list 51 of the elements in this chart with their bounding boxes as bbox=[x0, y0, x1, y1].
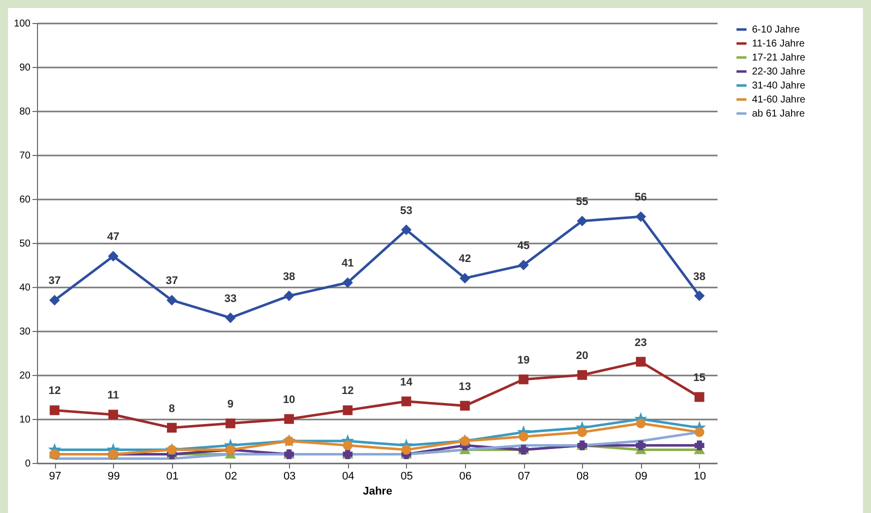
data-label: 20 bbox=[576, 350, 588, 362]
data-label: 41 bbox=[342, 258, 354, 270]
x-tick-label: 99 bbox=[108, 470, 120, 482]
y-tick-label: 30 bbox=[19, 326, 31, 338]
data-label: 14 bbox=[400, 376, 414, 388]
x-tick-label: 07 bbox=[518, 470, 530, 482]
data-label: 13 bbox=[458, 380, 472, 393]
data-label: 23 bbox=[634, 336, 647, 349]
data-label: 42 bbox=[458, 253, 472, 266]
data-label: 37 bbox=[166, 275, 178, 288]
x-axis-title: Jahre bbox=[362, 486, 392, 498]
data-label: 53 bbox=[400, 204, 412, 217]
x-tick-label: 05 bbox=[400, 470, 413, 482]
y-tick-label: 80 bbox=[19, 106, 31, 118]
data-label: 8 bbox=[168, 402, 175, 415]
y-tick-label: 90 bbox=[19, 62, 31, 74]
x-tick-label: 02 bbox=[224, 470, 238, 482]
data-label: 9 bbox=[227, 398, 234, 410]
legend-label: 31-40 Jahre bbox=[752, 80, 806, 92]
data-label: 10 bbox=[282, 394, 296, 406]
data-label: 38 bbox=[693, 270, 706, 283]
legend-label: ab 61 Jahre bbox=[752, 108, 806, 120]
data-label: 12 bbox=[342, 385, 354, 398]
y-tick-label: 70 bbox=[19, 150, 31, 162]
x-tick-label: 03 bbox=[283, 470, 296, 482]
legend-label: 41-60 Jahre bbox=[752, 94, 806, 106]
x-tick-label: 97 bbox=[48, 470, 62, 482]
legend-label: 17-21 Jahre bbox=[752, 52, 806, 64]
data-label: 47 bbox=[107, 231, 120, 244]
legend-label: 6-10 Jahre bbox=[752, 24, 800, 36]
x-tick-label: 01 bbox=[166, 470, 178, 482]
x-tick-label: 06 bbox=[459, 470, 472, 482]
data-label: 11 bbox=[107, 390, 120, 402]
legend-label: 11-16 Jahre bbox=[752, 38, 806, 50]
data-label: 37 bbox=[48, 275, 61, 288]
x-tick-label: 10 bbox=[694, 470, 706, 482]
x-tick-label: 08 bbox=[576, 470, 589, 482]
data-label: 33 bbox=[224, 292, 237, 305]
legend-label: 22-30 Jahre bbox=[752, 66, 806, 78]
x-tick-label: 09 bbox=[635, 470, 648, 482]
x-tick-label: 04 bbox=[342, 470, 354, 482]
y-tick-label: 40 bbox=[19, 282, 31, 294]
y-tick-label: 10 bbox=[19, 414, 31, 426]
data-label: 19 bbox=[517, 354, 530, 366]
data-label: 38 bbox=[282, 270, 296, 283]
data-label: 12 bbox=[48, 385, 61, 398]
y-tick-label: 100 bbox=[14, 18, 31, 30]
y-tick-label: 20 bbox=[19, 370, 31, 382]
y-tick-label: 0 bbox=[24, 458, 31, 470]
y-tick-label: 60 bbox=[19, 194, 31, 206]
y-tick-label: 50 bbox=[19, 238, 31, 250]
